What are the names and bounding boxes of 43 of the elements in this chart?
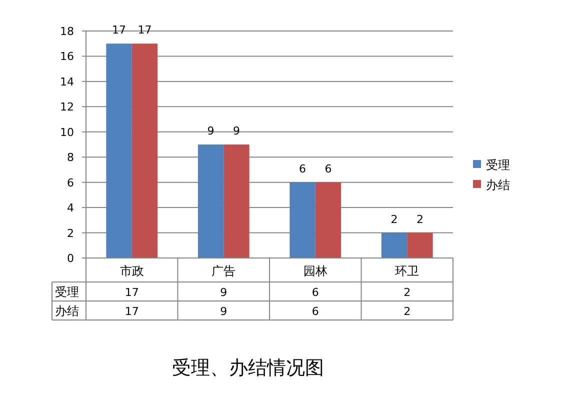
bar (407, 232, 433, 258)
annotation: 9 (232, 124, 240, 138)
x-tick-label: 市政 (120, 264, 144, 278)
bar (198, 144, 224, 258)
y-tick-label: 16 (60, 50, 74, 64)
y-tick-label: 8 (67, 151, 74, 164)
y-tick-label: 4 (67, 202, 74, 215)
annotation: 17 (112, 24, 126, 37)
y-tick-label: 14 (60, 75, 74, 88)
y-tick-label: 2 (67, 226, 74, 240)
bar (290, 182, 316, 258)
annotation: 2 (390, 212, 398, 226)
data-label: 2 (404, 305, 411, 318)
data-label: 17 (124, 286, 139, 299)
data-label: 2 (404, 286, 411, 299)
text: 受理、办结情况图 (172, 357, 324, 379)
legend-label: 办结 (486, 178, 510, 192)
data-label: 17 (124, 305, 139, 318)
y-tick-label: 18 (60, 25, 74, 38)
data-label: 6 (312, 286, 319, 299)
y-tick-label: 0 (67, 252, 74, 265)
x-tick-label: 环卫 (395, 264, 420, 278)
y-tick-label: 6 (67, 176, 74, 190)
data-label: 9 (220, 286, 228, 299)
legend-label: 受理 (486, 158, 510, 172)
y-tick-label: 12 (60, 100, 74, 114)
annotation: 6 (324, 162, 332, 176)
annotation: 6 (299, 162, 306, 176)
bar (106, 44, 132, 258)
x-tick-label: 园林 (303, 264, 328, 278)
text: 受理 (55, 285, 79, 299)
bar (381, 232, 408, 258)
data-label: 6 (312, 305, 319, 318)
annotation: 2 (416, 212, 424, 226)
text: 办结 (55, 304, 79, 318)
data-label: 9 (220, 305, 228, 318)
bar (315, 182, 342, 258)
bar (224, 144, 250, 258)
y-tick-label: 10 (60, 126, 74, 139)
annotation: 9 (207, 124, 214, 138)
bar (132, 44, 158, 258)
x-tick-label: 广告 (212, 264, 236, 278)
annotation: 17 (138, 24, 152, 37)
